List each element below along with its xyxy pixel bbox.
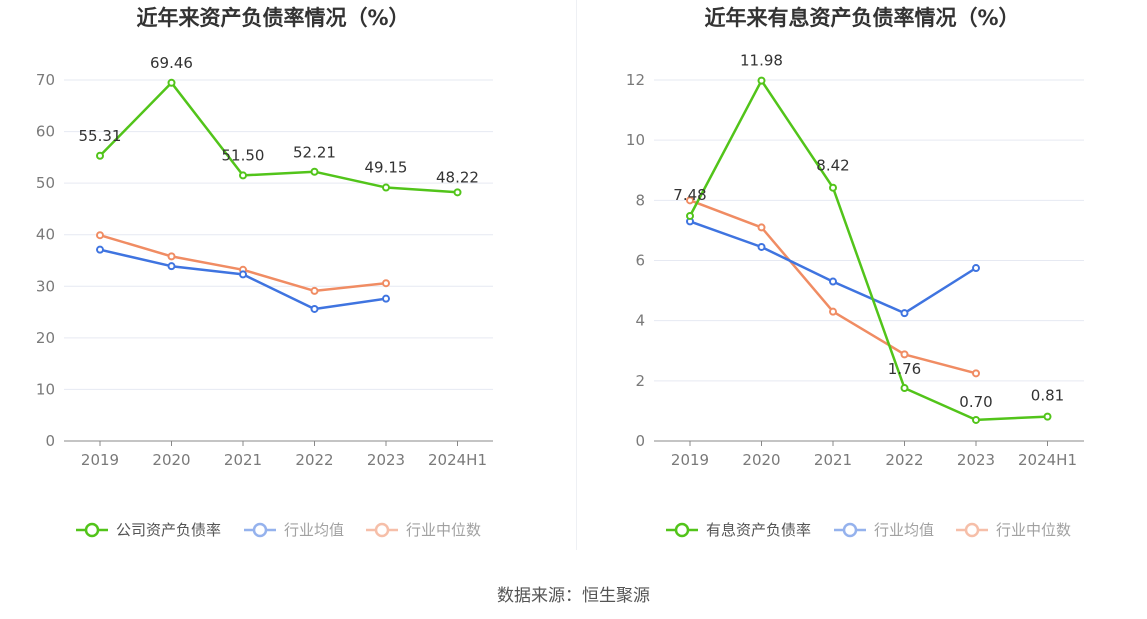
data-point [382,294,390,303]
data-point [239,171,247,180]
data-label: 55.31 [79,127,122,145]
data-point [972,415,980,424]
data-point [310,167,319,176]
data-point [829,183,837,192]
x-tick-label: 2022 [295,451,333,469]
y-tick-label: 10 [36,380,55,398]
data-point [757,242,766,251]
x-tick-label: 2022 [885,451,923,469]
legend-item: 有息资产负债率 [666,521,811,539]
data-point [686,196,694,205]
data-point [900,384,909,393]
data-label: 7.48 [673,186,706,204]
data-source: 数据来源：恒生聚源 [497,586,650,606]
series-line [99,81,458,194]
data-point [972,264,980,273]
data-label: 11.98 [740,52,783,70]
data-point [167,252,176,261]
data-label: 51.50 [222,146,265,164]
data-label: 0.81 [1031,387,1064,405]
data-point [686,211,694,220]
y-tick-label: 70 [36,71,55,89]
x-tick-label: 2024H1 [1018,451,1077,469]
interest-debt-ratio-chart: 近年来有息资产负债率情况（%） 0 2 4 6 8 10 12 2019 2020 2021 2022… [626,6,1084,539]
y-tick-label: 0 [635,432,645,450]
legend-marker [842,522,858,538]
legend-marker [674,522,690,538]
legend-item: 行业中位数 [366,521,481,539]
chart-divider [576,0,577,550]
y-tick-label: 0 [45,432,55,450]
data-label: 1.76 [888,360,921,378]
legend-marker [374,522,390,538]
data-point [96,245,104,254]
data-point [900,309,909,318]
data-point [900,350,909,359]
x-tick-label: 2020 [742,451,780,469]
legend-label: 公司资产负债率 [116,521,221,539]
y-tick-label: 10 [626,131,645,149]
series-line [99,234,387,293]
data-point [382,183,390,192]
y-tick-label: 60 [36,123,55,141]
y-tick-label: 4 [635,312,645,330]
series-line [688,79,1048,422]
y-tick-label: 12 [626,71,645,89]
y-tick-label: 2 [635,372,645,390]
x-tick-label: 2021 [814,451,852,469]
legend-label: 行业中位数 [996,521,1071,539]
legend-label: 行业均值 [874,521,934,539]
legend-label: 行业均值 [284,521,344,539]
x-tick-label: 2020 [152,451,190,469]
data-point [239,270,247,279]
y-tick-label: 6 [635,252,645,270]
y-tick-label: 30 [36,277,55,295]
data-point [382,279,390,288]
x-tick-label: 2019 [81,451,119,469]
data-label: 49.15 [365,159,408,177]
data-point [167,78,176,87]
y-tick-label: 8 [635,191,645,209]
data-label: 52.21 [293,144,336,162]
x-tick-label: 2023 [957,451,995,469]
data-point [310,304,319,313]
legend-item: 行业均值 [244,521,344,539]
data-point [96,151,104,160]
legend-label: 行业中位数 [406,521,481,539]
y-tick-label: 50 [36,174,55,192]
data-point [453,188,462,197]
series-line [99,248,387,311]
legend-marker [252,522,268,538]
data-point [757,76,766,85]
data-point [310,286,319,295]
data-point [829,307,837,316]
data-label: 69.46 [150,54,193,72]
series-line [689,220,977,315]
series-line [689,199,977,375]
data-label: 8.42 [816,157,849,175]
legend-marker [84,522,100,538]
x-tick-label: 2023 [367,451,405,469]
data-point [829,277,837,286]
debt-ratio-chart: 近年来资产负债率情况（%） 0 10 20 30 40 50 60 70 2019 2020 2021… [36,6,493,539]
y-tick-label: 20 [36,329,55,347]
legend-marker [964,522,980,538]
data-point [1043,412,1052,421]
data-point [96,231,104,240]
data-point [972,369,980,378]
legend-item: 行业均值 [834,521,934,539]
chart-title: 近年来有息资产负债率情况（%） [704,6,1019,30]
x-tick-label: 2021 [224,451,262,469]
legend-label: 有息资产负债率 [706,521,811,539]
data-point [757,223,766,232]
legend-item: 公司资产负债率 [76,521,221,539]
y-tick-label: 40 [36,226,55,244]
data-label: 0.70 [959,393,992,411]
legend-item: 行业中位数 [956,521,1071,539]
data-point [167,262,176,271]
x-tick-label: 2019 [671,451,709,469]
chart-title: 近年来资产负债率情况（%） [136,6,409,30]
x-tick-label: 2024H1 [428,451,487,469]
data-label: 48.22 [436,168,479,186]
